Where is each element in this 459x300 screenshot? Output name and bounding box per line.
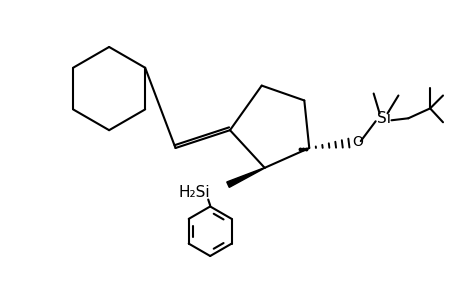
Polygon shape (226, 168, 264, 188)
Text: O: O (351, 135, 362, 149)
Text: H₂Si: H₂Si (178, 185, 210, 200)
Text: Si: Si (376, 111, 390, 126)
